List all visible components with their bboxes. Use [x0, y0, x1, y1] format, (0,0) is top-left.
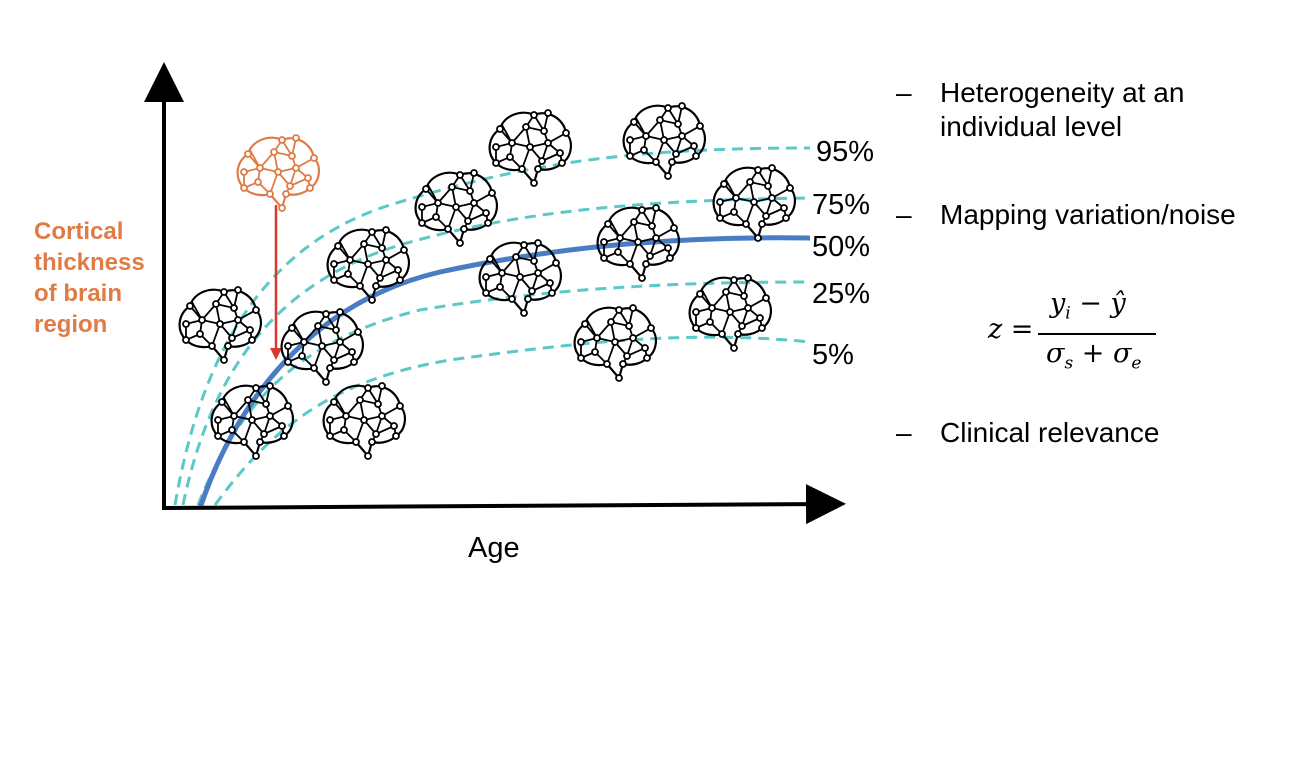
- formula-lhs: z =: [988, 314, 1034, 345]
- brain-network-icon: [178, 285, 263, 365]
- y-axis-label-line: thickness: [34, 249, 145, 276]
- deviation-arrow-head: [270, 348, 282, 360]
- note-text: Mapping variation/noise: [940, 199, 1236, 230]
- y-axis-label-line: Cortical: [34, 218, 124, 245]
- bullet-dash: –: [896, 77, 912, 108]
- x-axis: [161, 484, 846, 525]
- z-score-formula: z = yi − ŷ σs + σe: [988, 288, 1188, 378]
- percentile-curve-5: [213, 335, 811, 506]
- brain-network-icon: [414, 168, 499, 248]
- bullet-dash: –: [896, 417, 912, 448]
- fraction-bar: [1038, 333, 1156, 335]
- bullet-dash: –: [896, 199, 912, 230]
- brain-network-icon: [622, 101, 707, 181]
- brain-network-icon: [326, 225, 411, 305]
- formula-denominator: σs + σe: [1046, 338, 1142, 374]
- note-text: Clinical relevance: [940, 417, 1160, 448]
- percentile-label-75: 75%: [812, 189, 871, 221]
- brain-network-icon: [280, 307, 365, 387]
- percentile-label-50: 50%: [812, 231, 871, 263]
- brain-network-icon: [712, 163, 797, 243]
- percentile-curve-95: [173, 146, 811, 506]
- percentile-curve-75: [181, 196, 811, 506]
- y-axis-label-line: of brain: [34, 280, 122, 307]
- note-text: Heterogeneity at an individual level: [940, 77, 1185, 142]
- formula-numerator: yi − ŷ: [1050, 288, 1126, 324]
- x-axis-label: Age: [468, 532, 520, 564]
- highlighted-brain-icon: [236, 133, 321, 213]
- y-axis-label: Cortical thickness of brain region: [34, 216, 174, 340]
- median-curve: [197, 235, 811, 509]
- y-axis-label-line: region: [34, 311, 108, 338]
- percentile-curve-25: [196, 280, 811, 506]
- percentile-label-95: 95%: [816, 136, 875, 168]
- percentile-label-25: 25%: [812, 278, 871, 310]
- percentile-label-5: 5%: [812, 339, 854, 371]
